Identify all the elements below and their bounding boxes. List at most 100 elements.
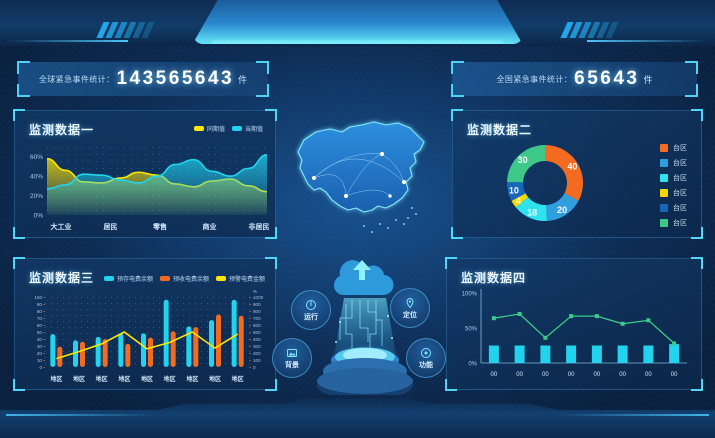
- svg-text:零售: 零售: [152, 222, 167, 231]
- svg-text:60%: 60%: [30, 154, 43, 161]
- svg-text:90: 90: [37, 302, 43, 307]
- national-stat-banner: 全国紧急事件统计： 65643 件: [451, 61, 698, 97]
- legend-label: 台区: [673, 205, 687, 212]
- svg-text:%: %: [253, 289, 257, 294]
- svg-text:地区: 地区: [118, 375, 130, 383]
- svg-text:40: 40: [567, 162, 577, 172]
- panel-2-title: 监测数据二: [467, 123, 533, 137]
- svg-text:1000: 1000: [253, 295, 264, 300]
- legend-item: 台区: [660, 203, 687, 213]
- svg-text:100: 100: [253, 358, 261, 363]
- svg-text:40%: 40%: [30, 174, 43, 181]
- svg-text:10: 10: [509, 185, 519, 195]
- svg-text:00: 00: [542, 372, 549, 378]
- legend-label: 预警电费金额: [228, 277, 265, 283]
- svg-text:00: 00: [491, 372, 498, 378]
- bar-line-chart-svg: 0102030405060708090100010020030040050060…: [34, 289, 264, 383]
- svg-text:地区: 地区: [73, 375, 85, 383]
- button-background[interactable]: 背景: [272, 338, 312, 378]
- legend-swatch: [660, 219, 668, 227]
- header-edge-right: [587, 40, 707, 42]
- bar-line-chart-4-svg: 0% 50% 100% 00 00 00 00 00 00 00 00: [462, 289, 687, 378]
- svg-text:700: 700: [253, 316, 261, 321]
- svg-text:30: 30: [37, 344, 43, 349]
- svg-text:00: 00: [671, 372, 678, 378]
- svg-text:00: 00: [516, 372, 523, 378]
- panel-monitoring-four: 监测数据四 0% 50% 100% 00 00 00 00 00 00 00 00: [445, 257, 703, 391]
- legend-swatch: [193, 126, 204, 131]
- legend-label: 台区: [673, 175, 687, 182]
- legend-item: 台区: [660, 158, 687, 168]
- svg-text:地区: 地区: [50, 375, 62, 383]
- national-stat-unit: 件: [643, 74, 653, 85]
- footer-line-left: [6, 414, 156, 416]
- legend-swatch: [215, 276, 226, 281]
- panel-monitoring-one: 监测数据一 同期值 当期值 0% 20% 40% 60% 大工业 居民 零售 商业 非居民: [13, 109, 277, 239]
- legend-label: 当期值: [244, 127, 263, 133]
- legend-item: 台区: [660, 173, 687, 183]
- button-background-label: 背景: [285, 361, 299, 369]
- header-banner-shape: [192, 0, 523, 44]
- legend-swatch: [660, 204, 668, 212]
- panel-3-legend: 预存电费余额 预收电费余额 预警电费金额: [103, 274, 265, 283]
- panel-1-legend: 同期值 当期值: [193, 124, 263, 133]
- svg-text:0: 0: [253, 365, 256, 370]
- legend-swatch: [660, 144, 668, 152]
- legend-swatch: [103, 276, 114, 281]
- power-icon: [306, 299, 316, 310]
- panel-2-legend: 台区 台区 台区 台区 台区 台区: [660, 143, 687, 233]
- panel-3-title: 监测数据三: [29, 271, 95, 285]
- svg-text:50: 50: [37, 330, 43, 335]
- svg-text:40: 40: [37, 337, 43, 342]
- svg-text:地区: 地区: [141, 375, 153, 383]
- svg-text:20%: 20%: [30, 193, 43, 200]
- svg-text:地区: 地区: [209, 375, 221, 383]
- svg-text:居民: 居民: [104, 223, 118, 231]
- button-locate[interactable]: 定位: [390, 288, 430, 328]
- svg-text:00: 00: [594, 372, 601, 378]
- legend-item: 台区: [660, 218, 687, 228]
- legend-item: 同期值: [193, 124, 225, 133]
- header-stripes-left: [96, 22, 155, 38]
- china-map: [297, 121, 425, 233]
- header-stripes-right: [560, 22, 619, 38]
- svg-text:600: 600: [253, 323, 261, 328]
- svg-text:00: 00: [645, 372, 652, 378]
- svg-text:00: 00: [568, 372, 575, 378]
- legend-item: 当期值: [231, 124, 263, 133]
- svg-text:地区: 地区: [96, 375, 108, 383]
- hologram-pedestal: [317, 260, 413, 395]
- svg-text:地区: 地区: [186, 375, 198, 383]
- svg-text:0: 0: [39, 365, 42, 370]
- location-pin-icon: [406, 297, 414, 308]
- legend-label: 台区: [673, 145, 687, 152]
- svg-text:0%: 0%: [34, 213, 44, 220]
- button-run[interactable]: 运行: [291, 290, 331, 330]
- grid-icon: [421, 347, 431, 358]
- svg-text:20: 20: [557, 205, 567, 215]
- legend-label: 台区: [673, 220, 687, 227]
- svg-text:900: 900: [253, 302, 261, 307]
- legend-label: 同期值: [206, 127, 225, 133]
- footer-deco: [0, 398, 715, 438]
- svg-text:非居民: 非居民: [249, 222, 270, 231]
- legend-label: 台区: [673, 190, 687, 197]
- legend-swatch: [660, 159, 668, 167]
- svg-text:00: 00: [619, 372, 626, 378]
- svg-text:500: 500: [253, 330, 261, 335]
- legend-item: 台区: [660, 143, 687, 153]
- svg-text:商业: 商业: [203, 222, 217, 231]
- button-function[interactable]: 功能: [406, 338, 446, 378]
- svg-text:地区: 地区: [232, 375, 244, 383]
- image-icon: [287, 348, 297, 357]
- legend-item: 预收电费余额: [159, 274, 209, 283]
- svg-text:100: 100: [34, 295, 42, 300]
- svg-text:800: 800: [253, 309, 261, 314]
- svg-text:20: 20: [37, 351, 43, 356]
- donut-chart-svg: 40 20 18 410 30: [507, 145, 583, 221]
- svg-text:地区: 地区: [164, 375, 176, 383]
- panel-4-title: 监测数据四: [461, 271, 527, 285]
- panel-1-title: 监测数据一: [29, 123, 95, 137]
- legend-swatch: [231, 126, 242, 131]
- global-stat-label: 全球紧急事件统计：: [38, 74, 115, 84]
